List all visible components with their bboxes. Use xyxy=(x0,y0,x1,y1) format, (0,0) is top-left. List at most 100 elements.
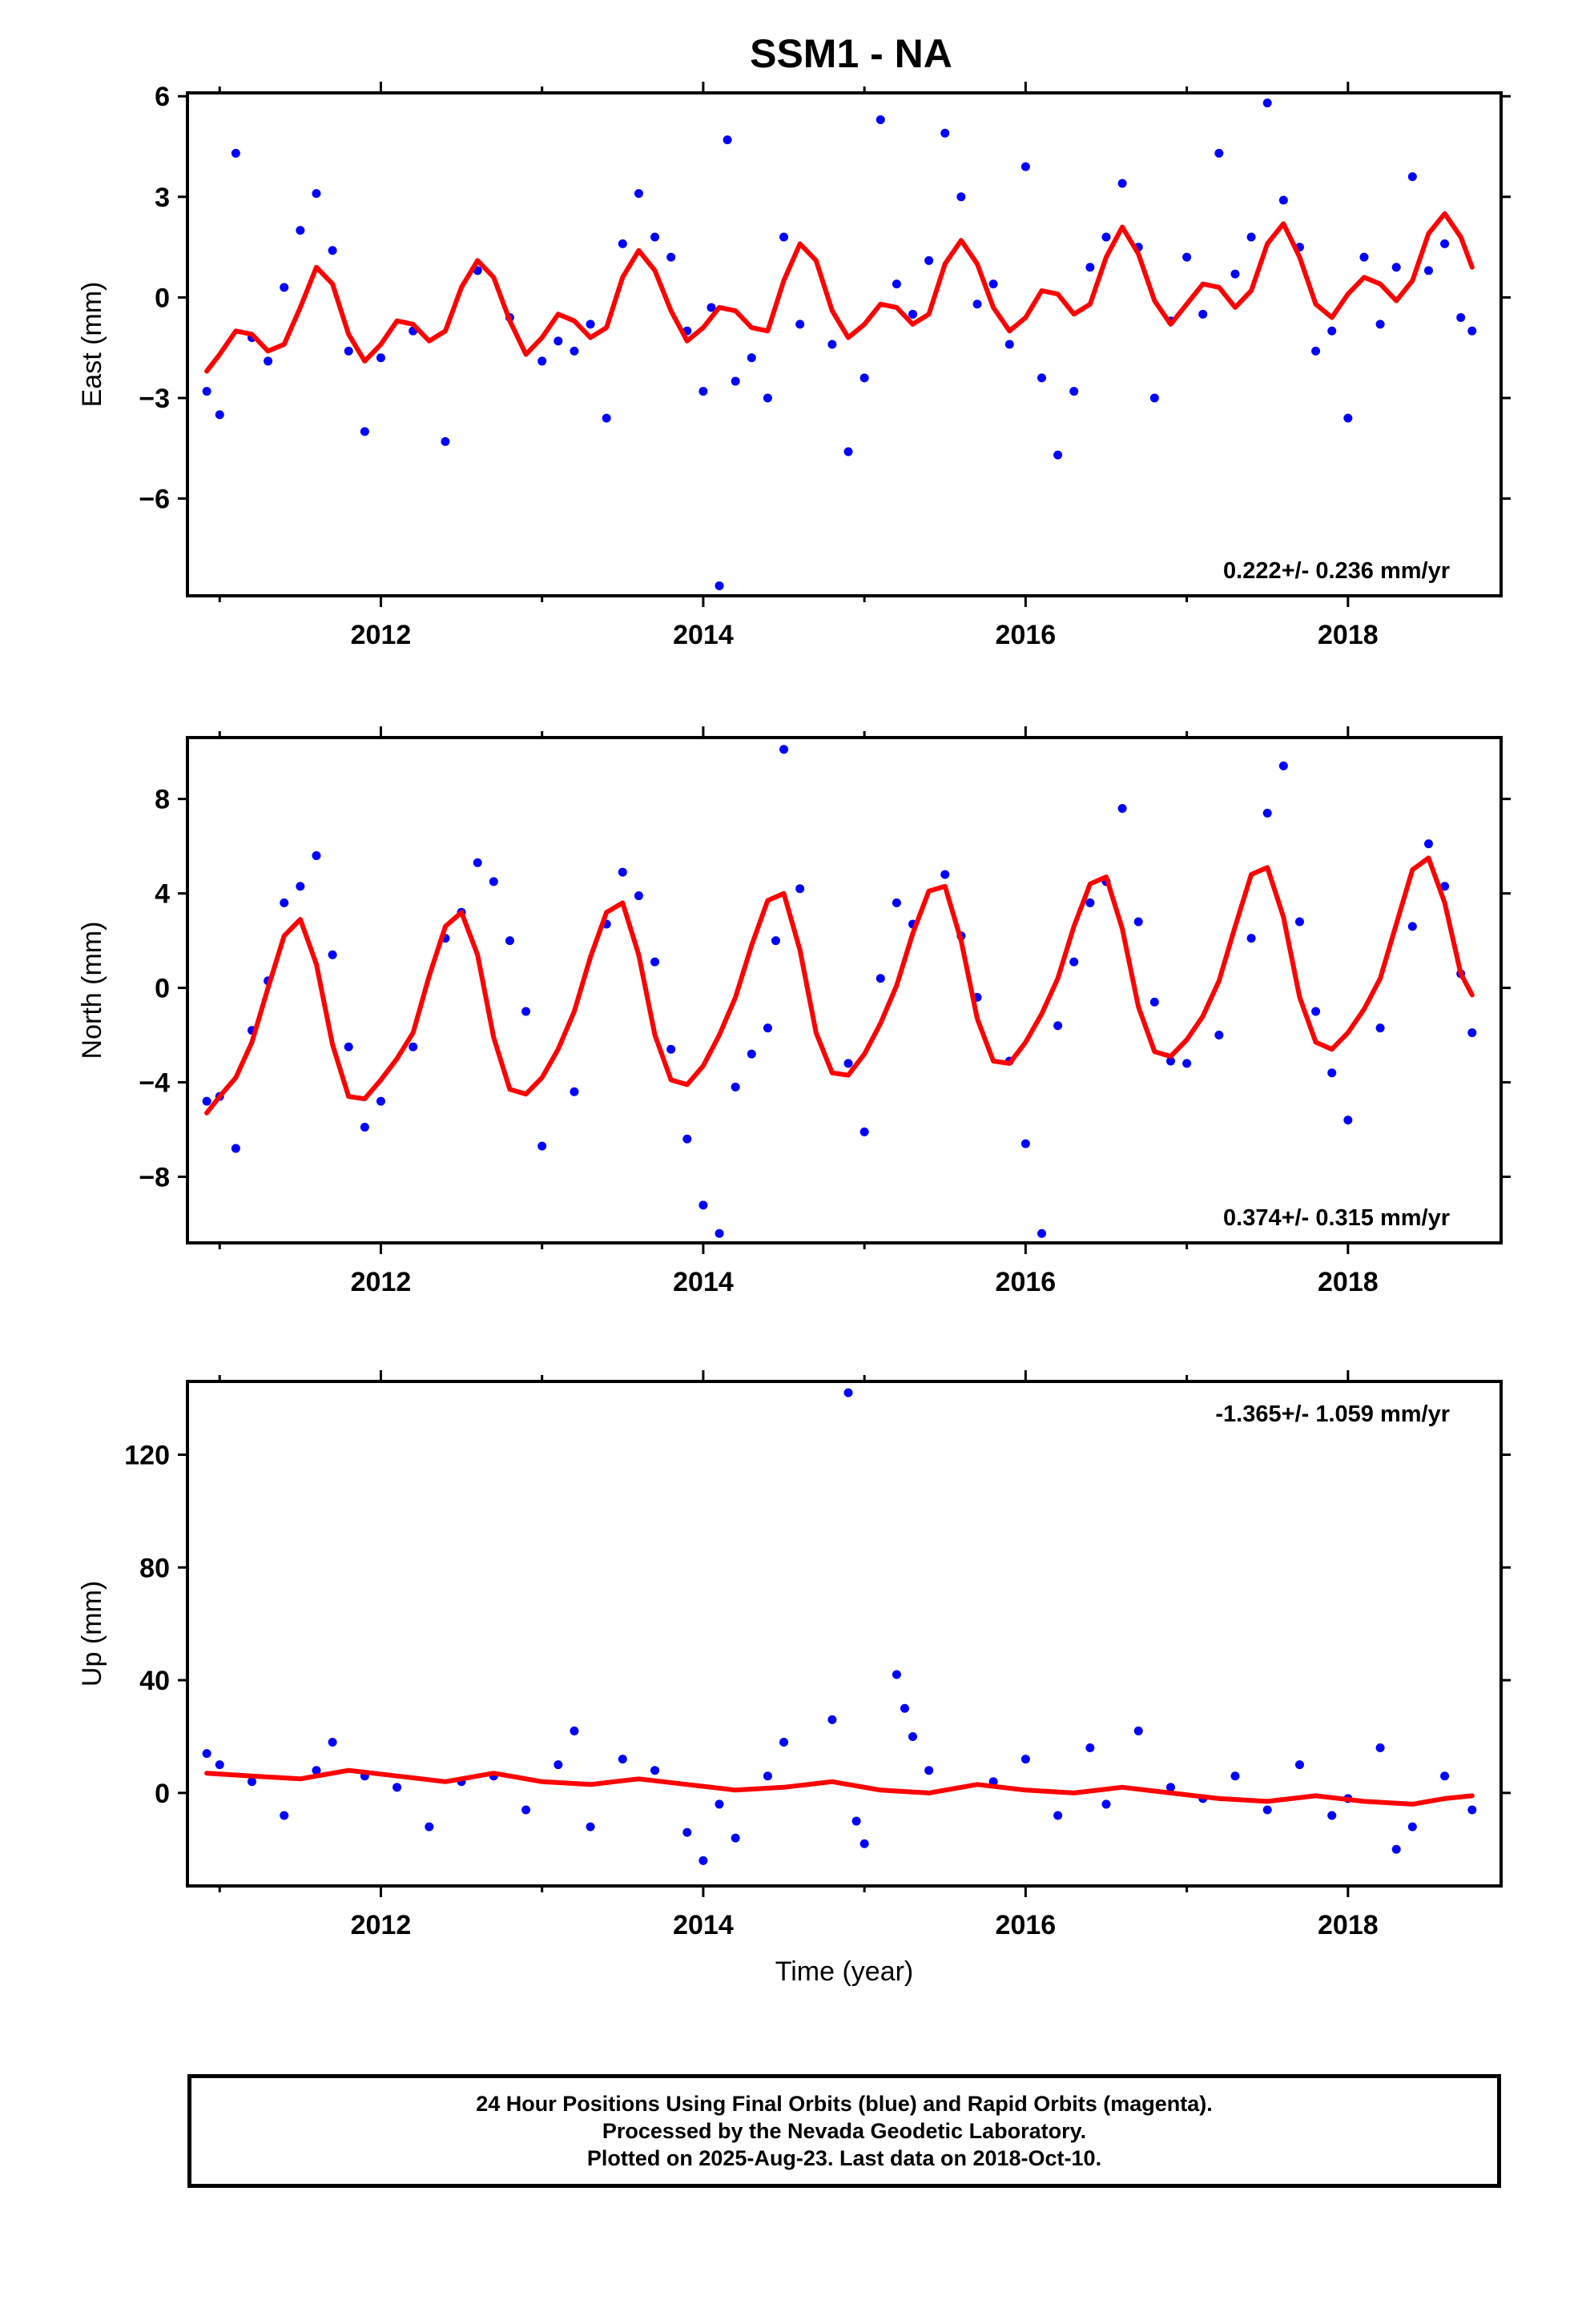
data-point xyxy=(409,1042,418,1051)
data-point xyxy=(747,1049,756,1059)
data-point xyxy=(900,1703,909,1713)
data-point xyxy=(876,974,885,983)
y-tick-label: −4 xyxy=(139,1068,170,1098)
data-point xyxy=(328,246,337,255)
data-point xyxy=(553,1760,563,1770)
y-axis-label: North (mm) xyxy=(77,922,107,1059)
data-point xyxy=(280,283,289,292)
data-point xyxy=(312,850,321,860)
data-point xyxy=(908,309,918,319)
data-point xyxy=(956,192,966,202)
y-tick-label: −6 xyxy=(139,485,170,515)
data-point xyxy=(1440,882,1450,891)
data-point xyxy=(1198,309,1208,319)
data-point xyxy=(650,1766,660,1775)
data-point xyxy=(1294,1760,1304,1770)
data-point xyxy=(296,226,305,235)
data-point xyxy=(1278,195,1288,205)
data-point xyxy=(731,1833,740,1843)
data-point xyxy=(666,252,676,262)
data-point xyxy=(1037,373,1047,383)
caption-line-2: Processed by the Nevada Geodetic Laborat… xyxy=(602,2119,1087,2143)
data-point xyxy=(706,303,716,312)
data-point xyxy=(1391,263,1401,272)
data-point xyxy=(1085,898,1095,907)
x-tick-label: 2014 xyxy=(673,1267,734,1297)
y-axis-label: East (mm) xyxy=(77,282,107,408)
data-point xyxy=(312,189,321,199)
data-point xyxy=(843,1059,853,1068)
data-point xyxy=(1311,346,1321,356)
data-point xyxy=(1182,252,1192,262)
data-point xyxy=(1262,808,1272,818)
data-point xyxy=(586,320,595,329)
data-point xyxy=(1101,1799,1111,1809)
data-point xyxy=(264,356,273,366)
data-point xyxy=(1085,1743,1095,1753)
rate-annotation: -1.365+/- 1.059 mm/yr xyxy=(1215,1401,1450,1427)
data-point xyxy=(715,1228,724,1238)
data-point xyxy=(618,867,627,877)
data-point xyxy=(698,387,708,396)
data-point xyxy=(586,1822,595,1831)
y-tick-label: −8 xyxy=(139,1162,170,1192)
data-point xyxy=(1053,450,1063,460)
data-point xyxy=(1053,1811,1063,1820)
data-point xyxy=(231,148,240,158)
data-point xyxy=(972,300,982,309)
data-point xyxy=(876,115,885,124)
data-point xyxy=(634,891,643,901)
data-point xyxy=(1020,162,1030,171)
x-tick-label: 2012 xyxy=(351,1910,412,1940)
data-point xyxy=(1262,1805,1272,1815)
data-point xyxy=(892,1670,901,1679)
data-point xyxy=(1149,393,1159,403)
model-fit-line xyxy=(204,855,1475,1116)
data-point xyxy=(682,1827,692,1837)
x-tick-label: 2012 xyxy=(351,1267,412,1297)
data-point xyxy=(247,1777,256,1787)
data-point xyxy=(988,279,998,289)
data-point xyxy=(698,1856,708,1865)
data-point xyxy=(1053,1021,1063,1031)
panel-up: 0 40 80 120 2012 2014 2016 2018 Up (mm) Time (yea… xyxy=(77,1370,1511,1987)
model-fit-line xyxy=(204,211,1475,374)
x-tick-label: 2016 xyxy=(996,1267,1057,1297)
final-orbit-points xyxy=(202,99,1477,590)
data-point xyxy=(779,232,789,242)
data-point xyxy=(202,1749,211,1759)
data-point xyxy=(827,1715,837,1724)
x-tick-label: 2018 xyxy=(1318,1910,1379,1940)
data-point xyxy=(1037,1228,1047,1238)
y-tick-label: 120 xyxy=(124,1441,170,1471)
data-point xyxy=(1407,172,1417,182)
caption-box: 24 Hour Positions Using Final Orbits (bl… xyxy=(187,2074,1501,2188)
x-tick-label: 2012 xyxy=(351,620,412,650)
data-point xyxy=(924,255,934,265)
data-point xyxy=(779,1738,789,1747)
data-point xyxy=(1311,1007,1321,1016)
data-point xyxy=(1278,761,1288,770)
y-tick-label: 0 xyxy=(155,283,170,313)
data-point xyxy=(1423,266,1433,275)
data-point xyxy=(650,957,660,967)
plot-frame xyxy=(186,1380,1503,1888)
data-point xyxy=(570,1726,579,1735)
data-point xyxy=(441,436,450,446)
data-point xyxy=(771,936,780,946)
x-tick-label: 2016 xyxy=(996,620,1057,650)
data-point xyxy=(666,1044,676,1054)
data-point xyxy=(1327,1811,1337,1820)
data-point xyxy=(715,1799,724,1809)
data-point xyxy=(827,340,837,349)
data-point xyxy=(843,1388,853,1397)
data-point xyxy=(747,353,756,363)
data-point xyxy=(1004,340,1014,349)
data-point xyxy=(1117,803,1127,813)
data-point xyxy=(1085,263,1095,272)
data-point xyxy=(376,1096,385,1106)
data-point xyxy=(763,1023,772,1033)
data-point xyxy=(376,353,385,363)
data-point xyxy=(892,279,901,289)
